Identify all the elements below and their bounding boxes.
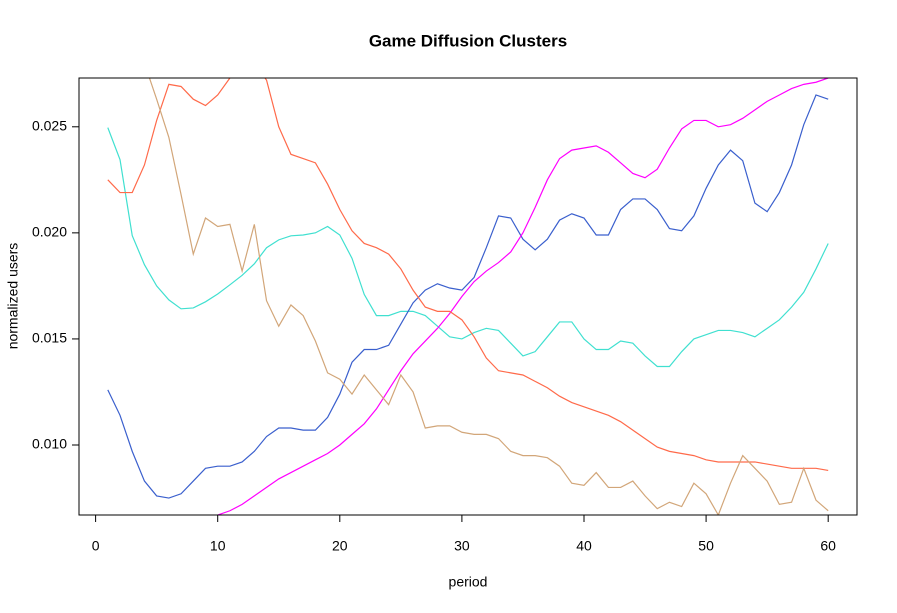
x-tick-label: 40 bbox=[576, 538, 592, 554]
y-tick-label: 0.025 bbox=[32, 117, 67, 133]
series-line bbox=[148, 78, 829, 515]
x-tick-label: 30 bbox=[454, 538, 470, 554]
series-line bbox=[107, 78, 829, 472]
x-tick-label: 60 bbox=[820, 538, 836, 554]
series-line bbox=[216, 78, 829, 515]
series-line bbox=[107, 127, 829, 368]
plot-area bbox=[107, 78, 829, 515]
y-tick-label: 0.010 bbox=[32, 436, 67, 452]
y-tick-label: 0.020 bbox=[32, 224, 67, 240]
x-tick-label: 10 bbox=[210, 538, 226, 554]
y-tick-label: 0.015 bbox=[32, 330, 67, 346]
chart-title: Game Diffusion Clusters bbox=[369, 31, 567, 50]
x-tick-label: 0 bbox=[92, 538, 100, 554]
x-tick-label: 20 bbox=[332, 538, 348, 554]
series-line bbox=[107, 94, 829, 499]
x-tick-label: 50 bbox=[698, 538, 714, 554]
x-axis-label: period bbox=[449, 574, 488, 590]
y-axis-label: normalized users bbox=[5, 243, 21, 350]
